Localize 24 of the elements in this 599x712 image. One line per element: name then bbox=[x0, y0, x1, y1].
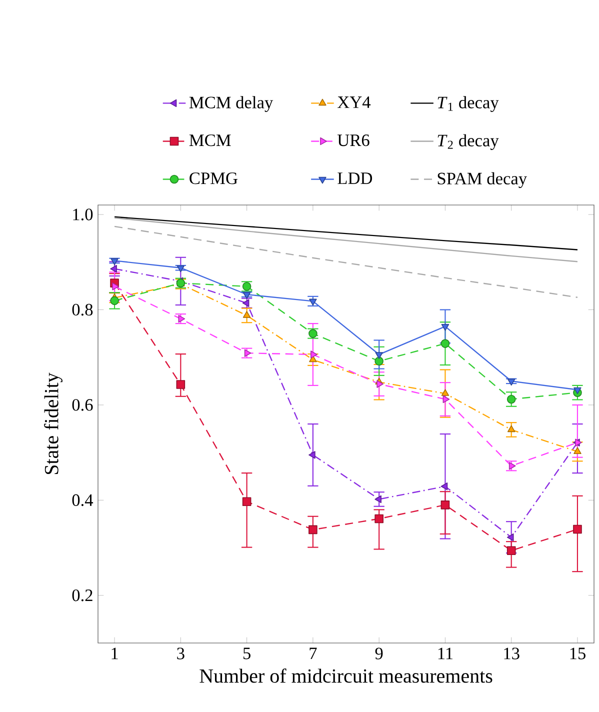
y-tick-label: 0.8 bbox=[72, 304, 93, 316]
legend-label: UR6 bbox=[337, 134, 370, 146]
x-tick-label: 15 bbox=[570, 648, 586, 660]
legend-label: MCM bbox=[189, 134, 231, 146]
x-tick-label: 7 bbox=[310, 648, 317, 660]
legend-label: T$_{1}$ decay bbox=[438, 96, 499, 112]
y-axis-title: State fidelity bbox=[44, 372, 62, 474]
legend-label: CPMG bbox=[190, 172, 238, 184]
legend-label: XY4 bbox=[337, 96, 371, 108]
x-tick-label: 1 bbox=[112, 648, 118, 660]
legend-label: MCM delay bbox=[189, 96, 274, 112]
x-tick-label: 9 bbox=[375, 648, 383, 660]
x-tick-label: 3 bbox=[177, 648, 184, 660]
legend-label: T$_{2}$ decay bbox=[438, 134, 499, 150]
x-axis-title: Number of midcircuit measurements bbox=[200, 668, 492, 683]
y-tick-label: 0.2 bbox=[72, 590, 92, 602]
legend-label: SPAM decay bbox=[438, 172, 527, 188]
x-tick-label: 13 bbox=[504, 648, 520, 660]
y-tick-label: 1.0 bbox=[73, 208, 93, 220]
y-tick-label: 0.6 bbox=[72, 399, 93, 411]
legend-label: LDD bbox=[338, 172, 372, 184]
x-tick-label: 11 bbox=[438, 648, 453, 660]
y-tick-label: 0.4 bbox=[72, 494, 94, 506]
x-tick-label: 5 bbox=[243, 648, 250, 660]
